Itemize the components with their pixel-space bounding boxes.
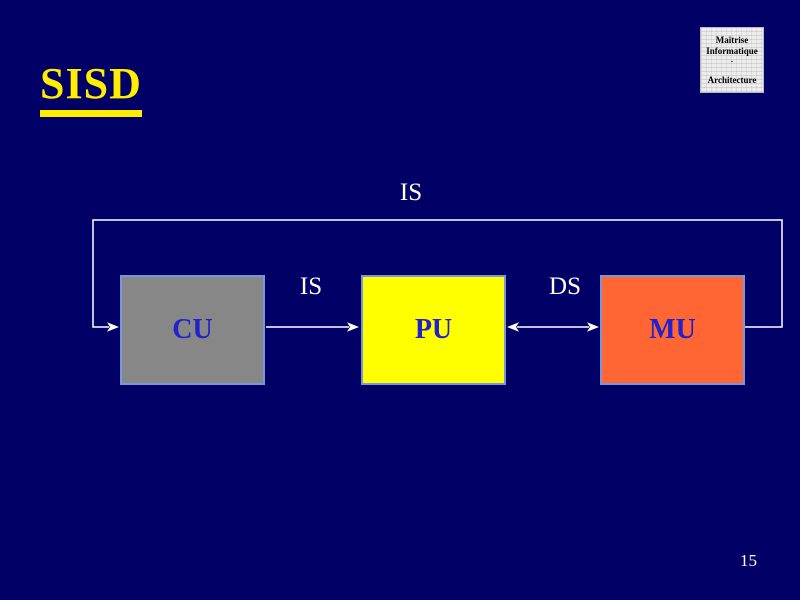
slide-title: SISD [40,62,142,117]
pu-mu-right-arrowhead-icon [587,322,599,332]
is-edge-label: IS [299,273,323,300]
box-mu-label: MU [649,314,696,345]
logo-separator: - [730,57,734,65]
logo-text-line1: Maîtrise [715,35,749,45]
logo-text-line3: Architecture [707,75,757,85]
box-pu-label: PU [414,314,453,345]
ds-edge-label: DS [549,273,581,300]
page-number: 15 [740,551,757,570]
feedback-arrowhead-icon [107,322,119,332]
cu-to-pu-arrowhead-icon [347,322,359,332]
box-cu: CU [120,275,265,385]
pu-mu-left-arrowhead-icon [507,322,519,332]
feedback-is-label: IS [399,179,423,206]
box-mu: MU [600,275,745,385]
feedback-loop-line [92,219,783,328]
box-cu-label: CU [172,314,213,345]
university-logo: Maîtrise Informatique - Architecture [700,27,764,93]
logo-text-line2: Informatique [706,46,758,56]
box-pu: PU [361,275,506,385]
